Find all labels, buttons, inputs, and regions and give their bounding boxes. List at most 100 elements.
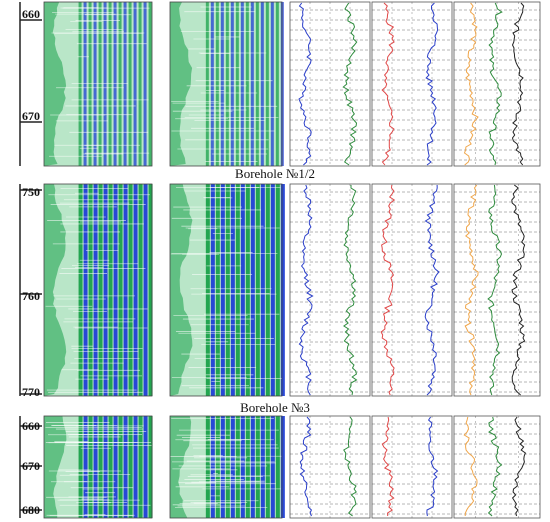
- image-stripe: [148, 2, 152, 166]
- image-stripe: [225, 416, 230, 518]
- image-stripe: [210, 2, 214, 166]
- image-stripe: [260, 416, 265, 518]
- borehole-wall: [44, 184, 67, 396]
- image-stripe: [245, 2, 249, 166]
- image-stripe: [215, 416, 220, 518]
- curve-track: [453, 1, 541, 167]
- image-stripe: [78, 184, 83, 396]
- image-stripe: [108, 416, 113, 518]
- borehole-image-track: [43, 183, 153, 397]
- image-stripe: [250, 416, 255, 518]
- depth-label: 760: [22, 289, 40, 303]
- log-curve: [488, 2, 503, 166]
- image-stripe: [255, 416, 260, 518]
- log-curve: [511, 416, 527, 517]
- borehole-image-track: [169, 183, 285, 397]
- image-stripe: [78, 2, 82, 166]
- image-stripe: [225, 2, 229, 166]
- image-stripe: [113, 416, 118, 518]
- image-stripe: [108, 184, 113, 396]
- image-stripe: [118, 2, 122, 166]
- image-stripe: [123, 2, 127, 166]
- image-stripe: [215, 2, 219, 166]
- image-stripe: [230, 2, 234, 166]
- log-panel-top: 660 670: [0, 0, 550, 168]
- log-curve: [425, 2, 439, 166]
- image-stripe: [123, 184, 128, 396]
- image-frame: [169, 1, 283, 167]
- log-panel-bottom-svg: 660 670 680: [19, 415, 541, 519]
- image-stripe: [260, 184, 265, 396]
- log-curve: [426, 416, 439, 517]
- image-stripe: [275, 184, 280, 396]
- log-panel-bottom: 660 670 680: [0, 414, 550, 520]
- image-stripe: [205, 2, 209, 166]
- log-curve: [424, 184, 440, 396]
- image-frame: [169, 183, 283, 397]
- image-stripe: [230, 184, 235, 396]
- curve-track-frame: [289, 1, 371, 167]
- curve-track: [371, 183, 453, 397]
- borehole-wall: [44, 2, 67, 166]
- image-stripe: [78, 416, 83, 518]
- image-stripe: [240, 184, 245, 396]
- image-stripe: [88, 2, 92, 166]
- depth-label: 660: [22, 419, 40, 433]
- image-stripe: [270, 184, 275, 396]
- log-curve: [343, 416, 357, 517]
- image-stripe: [245, 184, 250, 396]
- image-stripe: [230, 416, 235, 518]
- borehole-image-track: [43, 1, 153, 167]
- curve-track: [289, 1, 371, 167]
- image-stripe: [255, 184, 260, 396]
- log-curve: [381, 416, 395, 517]
- image-stripe: [270, 416, 275, 518]
- curve-track: [371, 1, 453, 167]
- image-stripe: [235, 416, 240, 518]
- image-stripe: [128, 416, 133, 518]
- borehole-wall: [170, 2, 193, 166]
- image-stripe: [88, 416, 93, 518]
- image-stripe: [98, 184, 103, 396]
- depth-label: 680: [22, 503, 40, 517]
- curve-track: [453, 415, 541, 519]
- image-stripe: [133, 416, 138, 518]
- curve-track: [371, 415, 453, 519]
- image-stripe: [88, 184, 93, 396]
- image-stripe: [225, 184, 230, 396]
- image-stripe: [240, 416, 245, 518]
- log-curve: [298, 184, 314, 396]
- caption-borehole-1-2: Borehole №1/2: [235, 166, 315, 181]
- log-curve: [343, 185, 358, 396]
- log-curve: [487, 416, 503, 517]
- image-stripe: [113, 184, 118, 396]
- depth-label: 660: [22, 7, 40, 21]
- image-stripe: [98, 416, 103, 518]
- log-panel-middle-svg: 750 760 770: [19, 183, 541, 398]
- image-stripe: [128, 2, 132, 166]
- depth-axis-bottom: 660 670 680: [19, 416, 42, 518]
- image-stripe: [265, 416, 270, 518]
- curve-track: [289, 415, 371, 519]
- image-stripe: [103, 2, 107, 166]
- log-curve: [299, 416, 312, 517]
- image-frame: [43, 415, 153, 519]
- image-stripe: [265, 2, 269, 166]
- image-stripe: [123, 416, 128, 518]
- log-curve: [298, 2, 312, 166]
- image-stripe: [245, 416, 250, 518]
- image-stripe: [220, 416, 225, 518]
- log-curve: [463, 416, 478, 517]
- image-stripe: [143, 2, 147, 166]
- image-stripe: [255, 2, 259, 166]
- image-stripe: [240, 2, 244, 166]
- image-stripe: [205, 416, 210, 518]
- image-stripe: [265, 184, 270, 396]
- log-curve: [342, 2, 358, 166]
- image-stripe: [98, 2, 102, 166]
- depth-label: 770: [22, 385, 40, 398]
- image-stripe: [133, 2, 137, 166]
- borehole-wall: [170, 416, 192, 518]
- image-stripe: [235, 184, 240, 396]
- image-stripe: [138, 184, 143, 396]
